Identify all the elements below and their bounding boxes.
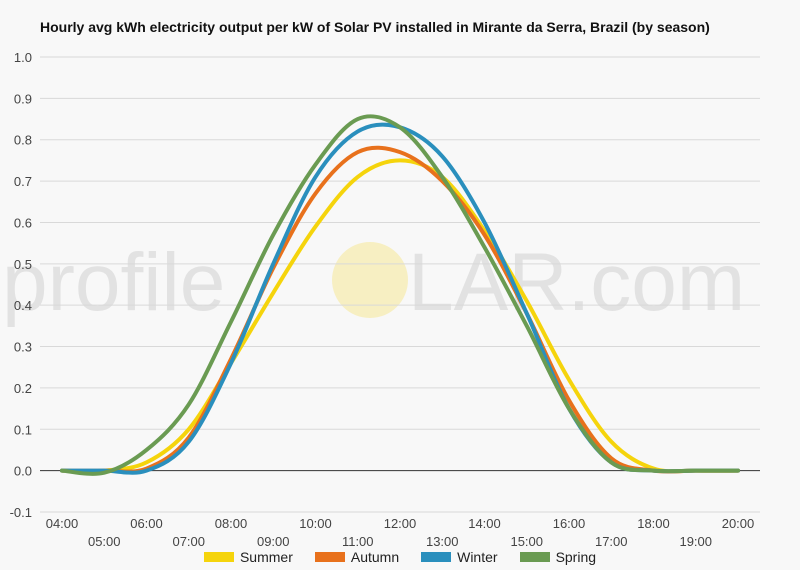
watermark-text-right: LAR.com	[408, 238, 745, 328]
x-tick-label: 14:00	[468, 516, 501, 531]
y-tick-label: 0.0	[14, 464, 32, 479]
y-tick-label: 0.4	[14, 298, 32, 313]
y-tick-label: 0.6	[14, 215, 32, 230]
watermark-text-left: profile	[2, 238, 225, 328]
y-tick-label: 0.1	[14, 422, 32, 437]
x-tick-label: 15:00	[510, 534, 543, 549]
y-tick-label: -0.1	[10, 505, 32, 520]
y-tick-label: 1.0	[14, 50, 32, 65]
x-tick-label: 17:00	[595, 534, 628, 549]
y-tick-label: 0.8	[14, 133, 32, 148]
x-tick-label: 18:00	[637, 516, 670, 531]
legend-item-autumn[interactable]: Autumn	[314, 549, 400, 565]
y-tick-label: 0.3	[14, 340, 32, 355]
legend-label: Summer	[239, 549, 293, 565]
legend-label: Spring	[555, 549, 597, 565]
series-line-spring	[60, 114, 740, 476]
legend-swatch	[314, 552, 345, 562]
legend-label: Autumn	[350, 549, 400, 565]
legend: Summer Autumn Winter Spring	[0, 549, 800, 565]
x-tick-label: 11:00	[342, 534, 374, 549]
x-tick-label: 16:00	[553, 516, 586, 531]
x-tick-label: 07:00	[172, 534, 205, 549]
x-tick-label: 13:00	[426, 534, 459, 549]
y-tick-label: 0.5	[14, 257, 32, 272]
legend-swatch	[421, 552, 452, 562]
legend-item-summer[interactable]: Summer	[203, 549, 293, 565]
watermark: profile LAR.com	[2, 238, 745, 328]
legend-swatch	[203, 552, 234, 562]
y-tick-label: 0.2	[14, 381, 32, 396]
series-line-winter	[60, 122, 740, 475]
legend-swatch	[519, 552, 550, 562]
x-tick-label: 08:00	[215, 516, 248, 531]
y-tick-label: 0.7	[14, 174, 32, 189]
x-tick-label: 05:00	[88, 534, 121, 549]
legend-item-winter[interactable]: Winter	[421, 549, 498, 565]
series-line-autumn	[60, 145, 740, 474]
x-tick-label: 09:00	[257, 534, 290, 549]
series-line-summer	[60, 158, 740, 474]
legend-label: Winter	[457, 549, 498, 565]
x-tick-label: 20:00	[722, 516, 755, 531]
legend-item-spring[interactable]: Spring	[519, 549, 597, 565]
y-tick-label: 0.9	[14, 91, 32, 106]
chart-title: Hourly avg kWh electricity output per kW…	[40, 19, 710, 35]
watermark-sun-icon	[332, 242, 408, 318]
x-tick-label: 06:00	[130, 516, 163, 531]
x-tick-label: 04:00	[46, 516, 79, 531]
x-tick-label: 19:00	[679, 534, 712, 549]
x-tick-label: 10:00	[299, 516, 332, 531]
x-tick-label: 12:00	[384, 516, 417, 531]
